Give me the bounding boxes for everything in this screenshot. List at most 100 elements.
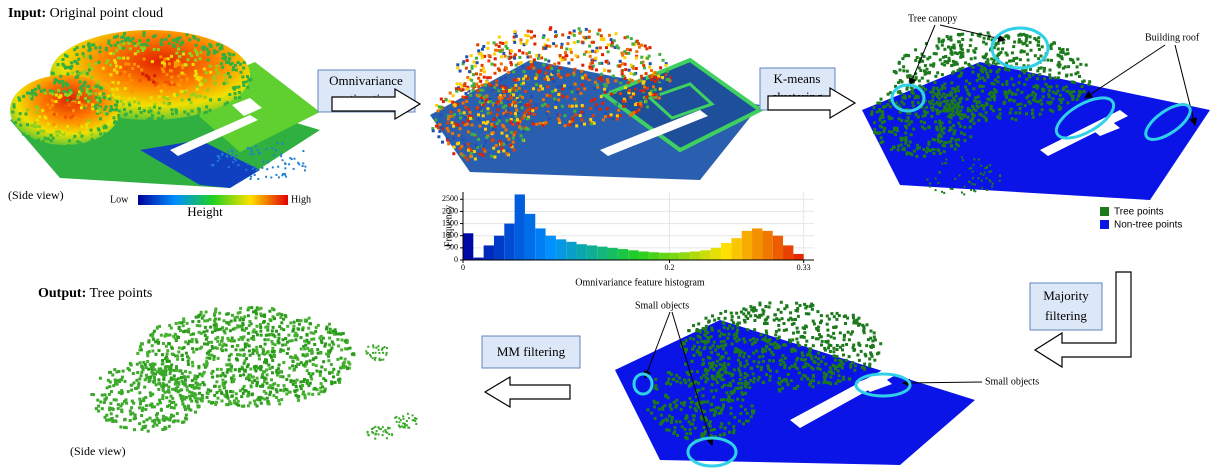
point: [118, 380, 121, 383]
point: [140, 111, 143, 114]
point: [66, 99, 69, 102]
point: [774, 313, 777, 316]
x-tick-label: 0.33: [797, 263, 811, 272]
point: [524, 90, 527, 93]
side-view-label: (Side view): [8, 188, 64, 202]
point: [148, 110, 151, 113]
point: [1041, 108, 1044, 111]
point: [583, 123, 586, 126]
point: [521, 138, 524, 141]
point: [912, 128, 915, 131]
point: [157, 382, 160, 385]
point: [962, 159, 964, 161]
point: [273, 350, 276, 353]
point: [515, 35, 518, 38]
point: [198, 331, 201, 334]
point: [241, 326, 244, 329]
point: [969, 135, 972, 138]
point: [337, 370, 340, 373]
point: [228, 93, 231, 96]
point: [973, 190, 975, 192]
point: [588, 51, 591, 54]
point: [982, 107, 985, 110]
point: [482, 103, 485, 106]
point: [203, 319, 206, 322]
point: [606, 107, 609, 110]
point: [680, 402, 683, 405]
point: [226, 81, 229, 84]
point: [330, 363, 333, 366]
point: [238, 86, 241, 89]
point: [210, 402, 213, 405]
point: [929, 182, 931, 184]
point: [324, 368, 327, 371]
point: [128, 103, 131, 106]
point: [126, 82, 129, 85]
point: [590, 100, 593, 103]
point: [255, 346, 258, 349]
point: [589, 118, 592, 121]
point: [521, 117, 524, 120]
point: [516, 118, 519, 121]
output-label: Output:: [38, 286, 86, 301]
point: [437, 109, 440, 112]
point: [716, 381, 719, 384]
point: [342, 362, 345, 365]
point: [171, 81, 174, 84]
point: [561, 95, 564, 98]
point: [510, 131, 513, 134]
point: [724, 317, 727, 320]
bar: [639, 252, 649, 261]
point: [291, 158, 293, 160]
point: [689, 406, 692, 409]
point: [85, 123, 88, 126]
point: [1027, 59, 1030, 62]
point: [116, 41, 119, 44]
point: [1076, 65, 1079, 68]
point: [948, 103, 951, 106]
point: [437, 135, 440, 138]
point: [810, 366, 813, 369]
point: [216, 347, 219, 350]
point: [366, 353, 368, 355]
point: [559, 54, 562, 57]
point: [977, 95, 980, 98]
point: [142, 34, 145, 37]
point: [926, 179, 928, 181]
point: [735, 336, 738, 339]
point: [737, 359, 740, 362]
point: [961, 192, 963, 194]
point: [987, 31, 990, 34]
point: [68, 66, 71, 69]
point: [765, 318, 768, 321]
point: [35, 105, 38, 108]
point: [1015, 57, 1018, 60]
point: [103, 78, 106, 81]
point: [722, 404, 725, 407]
point: [199, 397, 202, 400]
point: [666, 419, 669, 422]
point: [524, 34, 527, 37]
point: [723, 398, 726, 401]
point: [513, 149, 516, 152]
point: [182, 403, 185, 406]
point: [72, 138, 75, 141]
point: [559, 67, 562, 70]
point: [224, 375, 227, 378]
point: [475, 83, 478, 86]
point: [382, 352, 384, 354]
point: [307, 327, 310, 330]
point: [605, 46, 608, 49]
point: [542, 36, 545, 39]
point: [69, 91, 72, 94]
point: [92, 43, 95, 46]
point: [305, 353, 308, 356]
point: [741, 399, 744, 402]
point: [704, 369, 707, 372]
x-axis-title: Omnivariance feature histogram: [575, 277, 705, 288]
point: [802, 359, 805, 362]
point: [834, 359, 837, 362]
point: [128, 75, 131, 78]
point: [575, 124, 578, 127]
point: [129, 47, 132, 50]
